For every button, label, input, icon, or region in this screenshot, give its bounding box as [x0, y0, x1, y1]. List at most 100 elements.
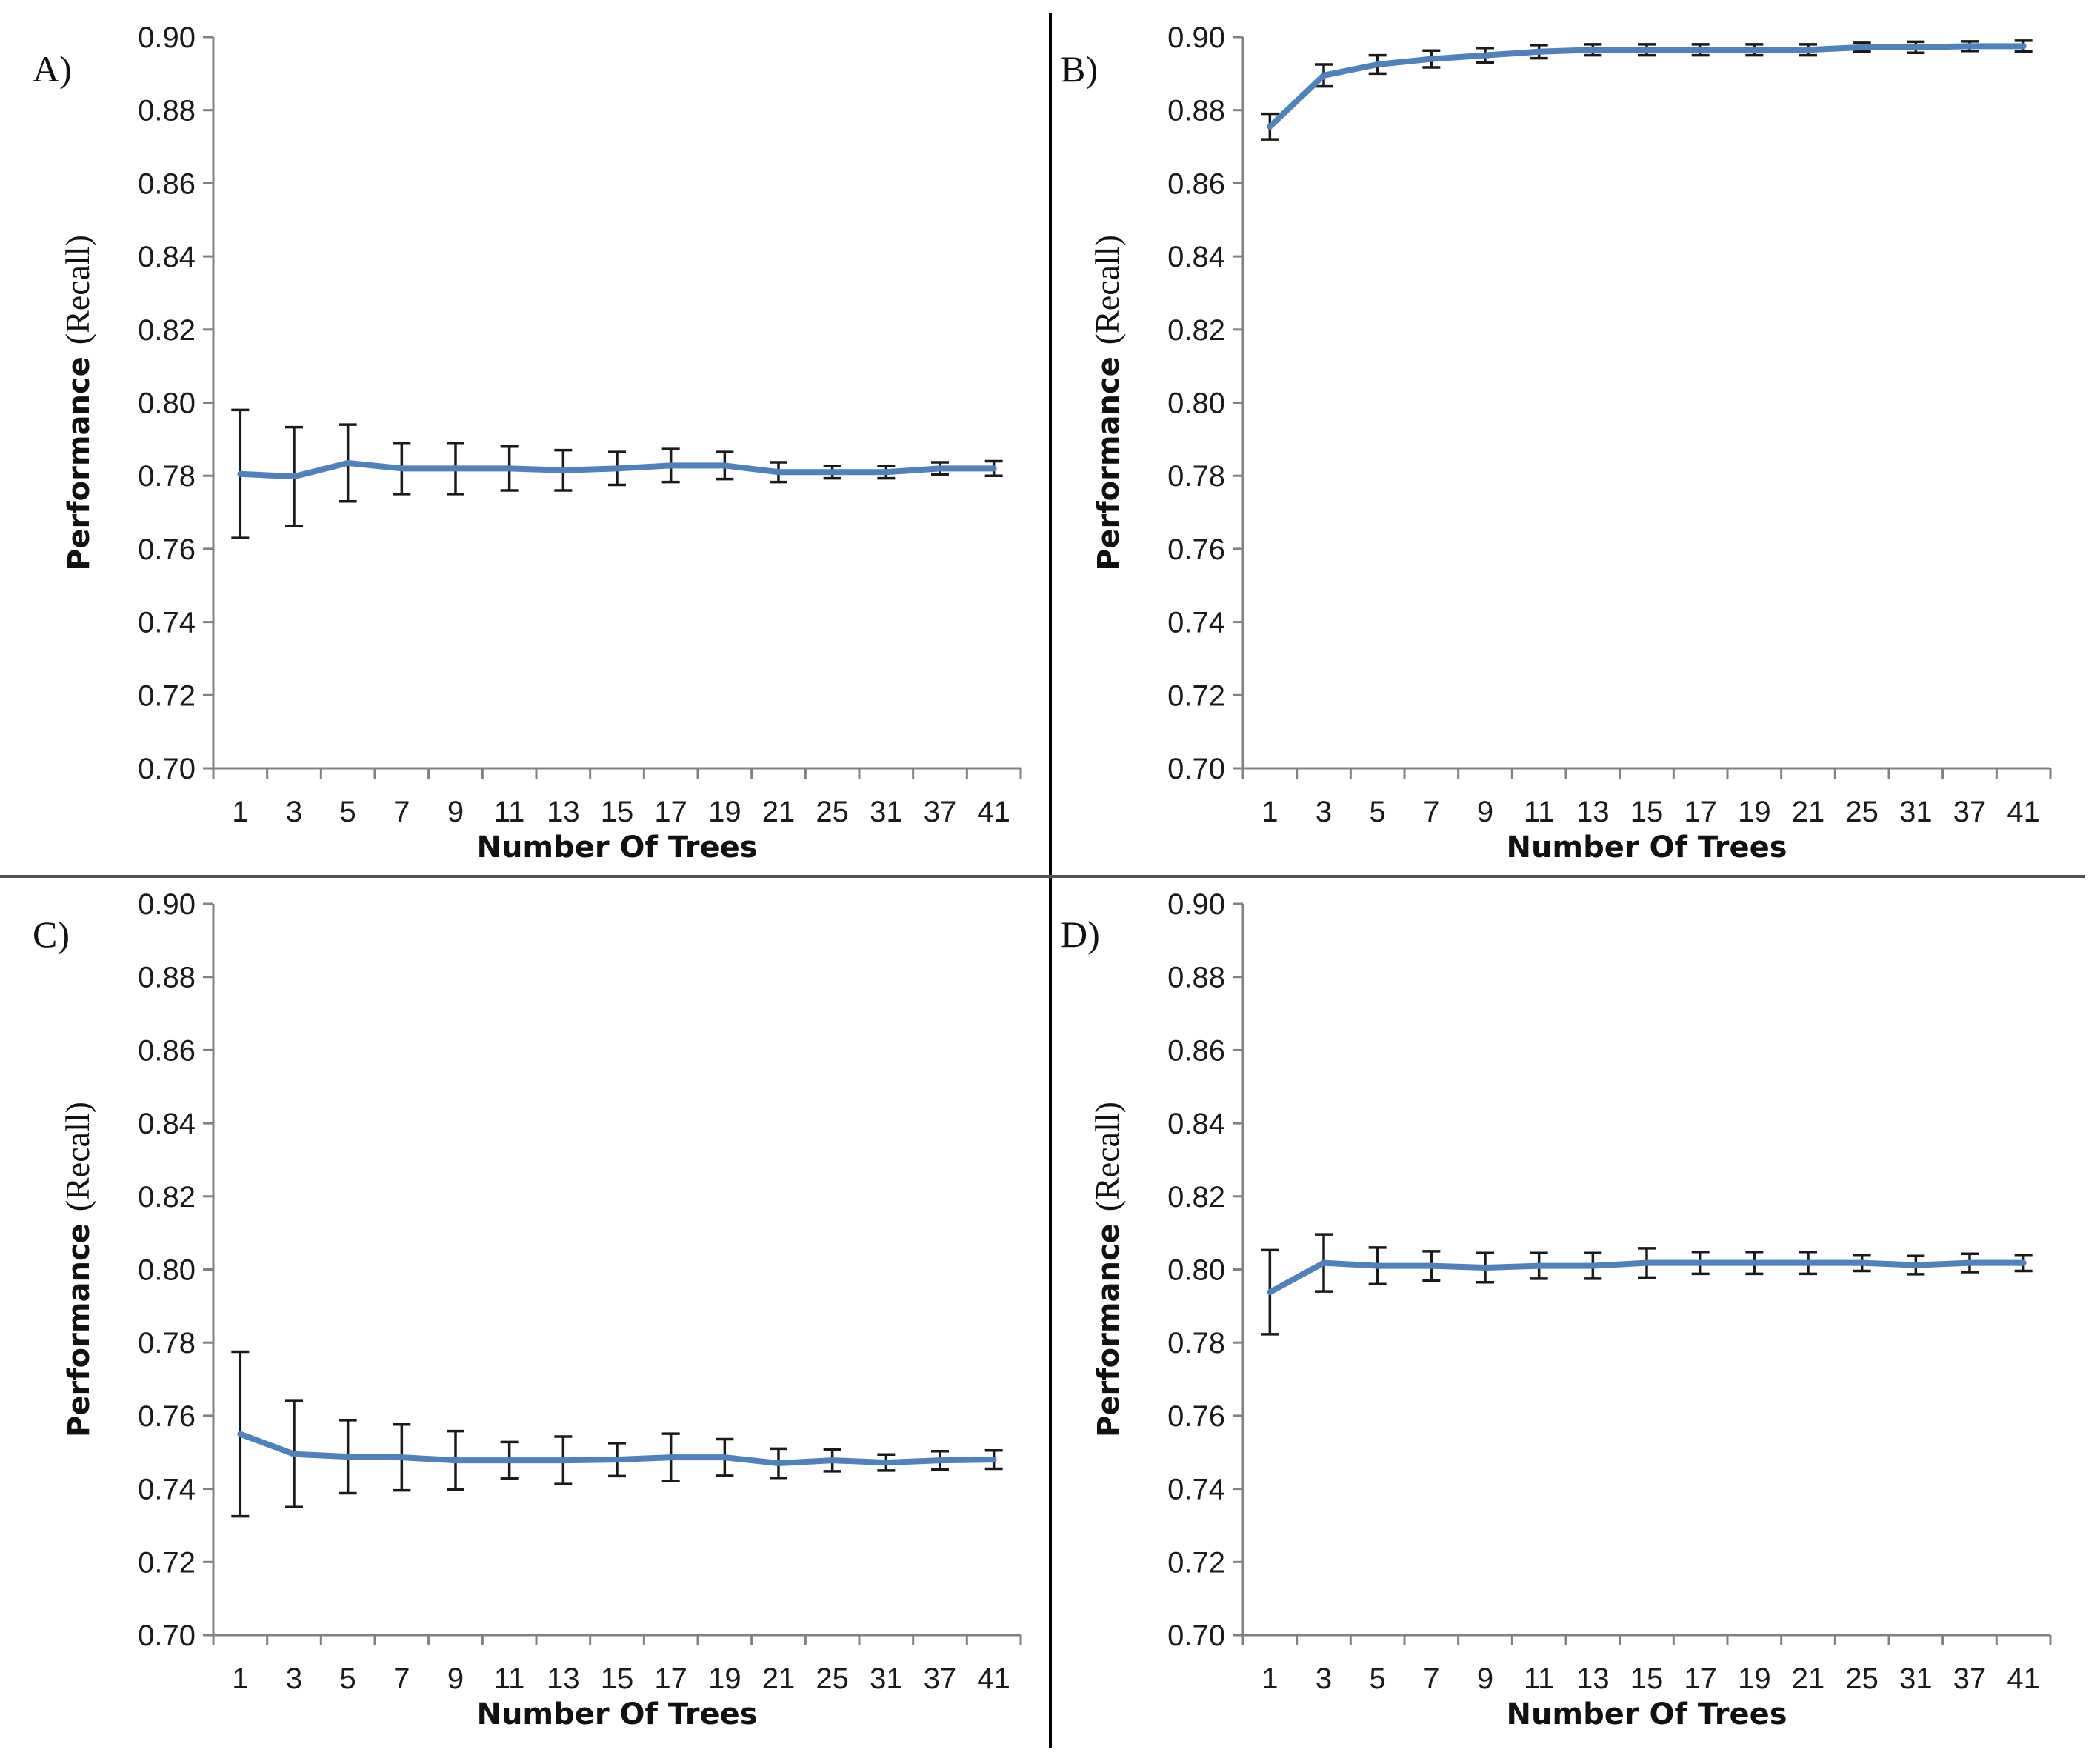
x-tick-label: 41 — [977, 1663, 1010, 1695]
y-axis-title-main: Performance — [62, 356, 96, 570]
x-tick-label: 17 — [1684, 796, 1717, 828]
y-tick-label: 0.72 — [138, 1546, 196, 1579]
y-tick-label: 0.78 — [1167, 1327, 1225, 1359]
x-tick-label: 1 — [232, 796, 248, 828]
y-tick-label: 0.78 — [138, 460, 196, 493]
x-tick-label: 31 — [1899, 1663, 1933, 1695]
series-line — [1267, 1259, 2027, 1296]
y-tick-label: 0.88 — [138, 962, 196, 994]
x-tick-label: 31 — [870, 1663, 903, 1695]
x-tick-label: 13 — [547, 1663, 580, 1695]
x-tick-label: 1 — [1261, 1663, 1278, 1695]
x-tick-label: 25 — [816, 1663, 849, 1695]
x-tick-label: 41 — [2007, 796, 2040, 828]
x-tick-label: 17 — [654, 1663, 687, 1695]
y-tick-label: 0.90 — [1167, 888, 1225, 921]
x-tick-label: 3 — [286, 796, 302, 828]
y-tick-label: 0.88 — [1167, 962, 1225, 994]
y-tick-label: 0.76 — [1167, 533, 1225, 566]
y-tick-label: 0.70 — [138, 753, 196, 785]
x-tick-label: 9 — [447, 1663, 464, 1695]
y-axis-title: Performance (Recall) — [59, 235, 96, 570]
y-tick-label: 0.76 — [138, 1400, 196, 1433]
x-tick-label: 17 — [654, 796, 687, 828]
panel-label: A) — [33, 48, 72, 90]
y-tick-label: 0.80 — [1167, 1254, 1225, 1287]
y-tick-label: 0.86 — [1167, 1034, 1225, 1067]
x-tick-label: 7 — [393, 796, 410, 828]
x-tick-label: 13 — [547, 796, 580, 828]
x-tick-label: 21 — [1792, 796, 1825, 828]
x-tick-label: 5 — [1370, 796, 1386, 828]
y-tick-label: 0.90 — [1167, 21, 1225, 54]
panel-label: B) — [1061, 48, 1098, 90]
x-axis-title: Number Of Trees — [1506, 831, 1787, 865]
y-tick-label: 0.84 — [1167, 1108, 1225, 1140]
y-tick-label: 0.80 — [1167, 387, 1225, 420]
x-tick-label: 19 — [1738, 796, 1771, 828]
y-axis-title-suffix: (Recall) — [59, 1102, 96, 1211]
y-axis-title-suffix: (Recall) — [59, 235, 96, 345]
x-tick-label: 41 — [2007, 1663, 2040, 1695]
x-tick-label: 31 — [1899, 796, 1933, 828]
y-tick-label: 0.82 — [1167, 314, 1225, 347]
y-tick-label: 0.78 — [1167, 460, 1225, 493]
x-tick-label: 1 — [1261, 796, 1278, 828]
x-tick-label: 19 — [708, 1663, 741, 1695]
x-tick-label: 25 — [1845, 796, 1879, 828]
y-tick-label: 0.72 — [138, 679, 196, 712]
series-line — [237, 459, 997, 480]
y-axis-title: Performance (Recall) — [59, 1102, 96, 1437]
series-line — [1267, 43, 2027, 130]
x-tick-label: 25 — [816, 796, 849, 828]
x-axis-title: Number Of Trees — [476, 1697, 757, 1731]
y-tick-label: 0.88 — [1167, 95, 1225, 127]
chart-panel-b: 0.70 0.72 0.74 0.76 0.78 0.80 0.82 0.84 0.86 0.88… — [1061, 21, 2052, 865]
x-tick-label: 9 — [1477, 796, 1493, 828]
y-axis-title-main: Performance — [1092, 1223, 1126, 1437]
chart-panel-c: 0.70 0.72 0.74 0.76 0.78 0.80 0.82 0.84 0.86 0.88… — [33, 888, 1022, 1731]
x-tick-label: 5 — [1370, 1663, 1386, 1695]
y-tick-label: 0.70 — [1167, 753, 1225, 785]
y-axis-title: Performance (Recall) — [1088, 235, 1126, 570]
x-tick-label: 11 — [1524, 1663, 1555, 1695]
y-tick-label: 0.74 — [138, 607, 196, 639]
x-tick-label: 19 — [708, 796, 741, 828]
y-tick-label: 0.84 — [1167, 241, 1225, 273]
x-tick-label: 37 — [924, 1663, 957, 1695]
series-line — [237, 1431, 997, 1467]
y-tick-label: 0.86 — [1167, 167, 1225, 200]
x-tick-label: 15 — [601, 796, 634, 828]
x-tick-label: 25 — [1845, 1663, 1879, 1695]
x-tick-label: 21 — [762, 1663, 796, 1695]
x-tick-label: 15 — [1630, 796, 1664, 828]
panel-label: C) — [33, 913, 70, 955]
y-tick-label: 0.86 — [138, 1034, 196, 1067]
x-tick-label: 9 — [447, 796, 464, 828]
y-tick-label: 0.88 — [138, 95, 196, 127]
y-tick-label: 0.82 — [138, 314, 196, 347]
y-tick-label: 0.90 — [138, 21, 196, 54]
x-tick-label: 21 — [1792, 1663, 1825, 1695]
x-tick-label: 3 — [1316, 796, 1332, 828]
y-tick-label: 0.72 — [1167, 679, 1225, 712]
x-axis-title: Number Of Trees — [1506, 1697, 1787, 1731]
chart-panel-d: 0.70 0.72 0.74 0.76 0.78 0.80 0.82 0.84 0.86 0.88… — [1061, 888, 2052, 1731]
y-axis-title-main: Performance — [1092, 356, 1126, 570]
y-axis-title-suffix: (Recall) — [1088, 1102, 1126, 1211]
x-tick-label: 17 — [1684, 1663, 1717, 1695]
x-tick-label: 7 — [1423, 796, 1439, 828]
x-tick-label: 41 — [977, 796, 1010, 828]
x-tick-label: 15 — [601, 1663, 634, 1695]
x-tick-label: 3 — [286, 1663, 302, 1695]
y-tick-label: 0.70 — [1167, 1620, 1225, 1652]
y-axis-title-suffix: (Recall) — [1088, 235, 1126, 345]
y-tick-label: 0.70 — [138, 1620, 196, 1652]
x-tick-label: 7 — [393, 1663, 410, 1695]
y-tick-label: 0.72 — [1167, 1546, 1225, 1579]
y-tick-label: 0.74 — [138, 1474, 196, 1506]
x-tick-label: 11 — [494, 796, 525, 828]
x-tick-label: 11 — [494, 1663, 525, 1695]
y-tick-label: 0.84 — [138, 241, 196, 273]
